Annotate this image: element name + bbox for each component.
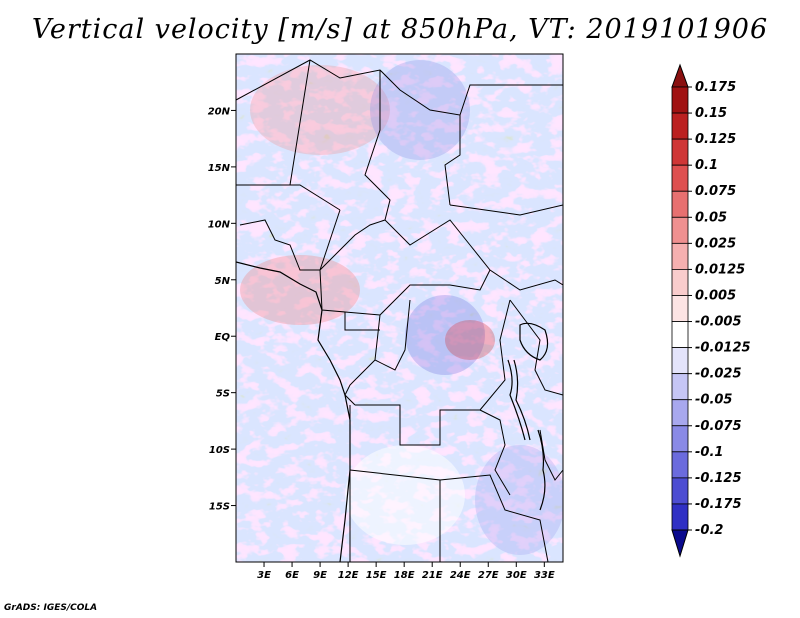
colorbar-segment xyxy=(671,373,689,401)
lon-tick-label: 33E xyxy=(534,570,555,581)
credit-label: GrADS: IGES/COLA xyxy=(4,603,98,613)
colorbar-label: 0.05 xyxy=(695,210,727,225)
lon-tick-label: 27E xyxy=(478,570,499,581)
colorbar-label: -0.025 xyxy=(695,367,742,382)
colorbar-label: 0.15 xyxy=(695,106,727,121)
map-frame xyxy=(235,53,564,563)
coastlines xyxy=(236,261,549,562)
colorbar-label: 0.005 xyxy=(695,288,736,303)
lat-tick-label: 20N xyxy=(208,106,231,117)
lat-tick-label: 5N xyxy=(215,276,231,287)
colorbar-segment xyxy=(671,216,689,244)
colorbar-segment xyxy=(671,242,689,270)
lon-tick-label: 12E xyxy=(338,570,359,581)
lon-tick-label: 9E xyxy=(313,570,327,581)
latitude-axis: 20N 15N 10N 5N EQ 5S 10S 15S xyxy=(208,106,236,513)
colorbar-label: 0.125 xyxy=(695,132,736,147)
colorbar-segment xyxy=(671,164,689,192)
colorbar-label: 0.075 xyxy=(695,184,736,199)
colorbar-segment xyxy=(671,112,689,140)
colorbar-segment xyxy=(671,451,689,479)
colorbar-label: 0.025 xyxy=(695,236,736,251)
lon-tick-label: 21E xyxy=(422,570,443,581)
lat-tick-label: EQ xyxy=(215,332,231,343)
colorbar-label: -0.2 xyxy=(695,523,723,538)
lon-tick-label: 30E xyxy=(506,570,527,581)
colorbar-label: -0.0125 xyxy=(695,341,751,356)
colorbar-label: -0.125 xyxy=(695,471,742,486)
lat-tick-label: 15N xyxy=(208,163,231,174)
lon-tick-label: 24E xyxy=(450,570,471,581)
colorbar-label: -0.05 xyxy=(695,393,732,408)
lat-tick-label: 15S xyxy=(209,502,230,513)
colorbar-bottom-arrow xyxy=(671,529,689,558)
lon-tick-label: 18E xyxy=(394,570,415,581)
colorbar-label: 0.0125 xyxy=(695,262,745,277)
colorbar-label: 0.175 xyxy=(695,80,736,95)
colorbar-label: -0.1 xyxy=(695,445,723,460)
colorbar-segment xyxy=(671,269,689,296)
lon-tick-label: 3E xyxy=(257,570,271,581)
colorbar: 0.175 0.15 0.125 0.1 0.075 0.05 0.025 0.0125 0.0… xyxy=(671,63,751,558)
lat-tick-label: 10S xyxy=(209,445,230,456)
country-boundaries xyxy=(236,59,563,562)
colorbar-label: -0.175 xyxy=(695,497,742,512)
colorbar-top-arrow xyxy=(671,63,689,88)
colorbar-segment xyxy=(671,86,689,114)
colorbar-segment xyxy=(671,190,689,218)
colorbar-segment xyxy=(671,399,689,427)
lat-tick-label: 5S xyxy=(216,389,230,400)
colorbar-label: -0.005 xyxy=(695,315,742,330)
longitude-axis: 3E 6E 9E 12E 15E 18E 21E 24E 27E 30E 33E xyxy=(257,562,555,581)
chart-title: Vertical velocity [m/s] at 850hPa, VT: 2… xyxy=(31,14,769,45)
colorbar-label: 0.1 xyxy=(695,158,718,173)
colorbar-segment xyxy=(671,425,689,453)
colorbar-segment xyxy=(671,347,689,375)
colorbar-segment xyxy=(671,295,689,322)
colorbar-label: -0.075 xyxy=(695,419,742,434)
lon-tick-label: 6E xyxy=(285,570,299,581)
colorbar-segment xyxy=(671,138,689,166)
colorbar-segment xyxy=(671,321,689,348)
colorbar-segment xyxy=(671,503,689,531)
lat-tick-label: 10N xyxy=(208,219,231,230)
colorbar-segment xyxy=(671,477,689,505)
lon-tick-label: 15E xyxy=(366,570,387,581)
